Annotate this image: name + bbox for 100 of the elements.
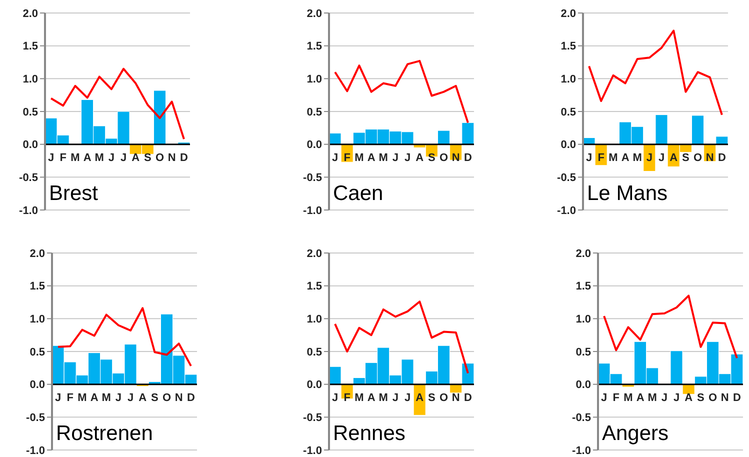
text: Angers [602,422,669,446]
y-tick-label: 1.0 [576,314,591,326]
x-tick-label: N [168,152,176,164]
x-tick-label: M [608,152,618,164]
y-tick-label: 0.0 [30,379,45,392]
x-tick-label: S [682,152,690,164]
x-tick-label: M [78,392,87,404]
y-tick-label: 1.5 [560,40,576,53]
x-tick-label: A [83,152,92,164]
y-tick-label: 0.0 [22,139,38,152]
y-tick-label: 2.0 [22,8,38,20]
x-tick-label: D [186,392,195,404]
x-tick-label: A [416,152,424,164]
x-tick-label: F [598,152,605,164]
y-tick-label: 1.0 [306,314,322,326]
y-tick-label: -1.0 [19,204,38,217]
y-tick-label: 0.5 [560,106,576,118]
y-tick-label: -1.0 [303,444,322,457]
y-tick-label: 1.5 [576,280,591,293]
x-tick-label: J [48,152,54,164]
text: Le Mans [587,182,668,206]
y-tick-label: 1.0 [22,74,38,86]
x-tick-label: M [354,152,364,164]
x-tick-label: M [378,152,388,164]
text: Rostrenen [56,422,153,446]
x-tick-label: J [658,152,665,164]
x-tick-label: J [586,152,592,164]
x-tick-label: J [108,152,115,164]
x-tick-label: F [60,152,67,164]
y-tick-label: -0.5 [303,172,322,184]
x-tick-label: J [392,152,399,164]
x-tick-label: S [697,392,704,404]
x-tick-label: M [624,392,633,404]
x-tick-label: F [612,392,620,404]
x-tick-label: D [718,152,726,164]
x-tick-label: A [138,392,147,404]
x-tick-label: N [452,392,460,404]
x-tick-label: A [621,152,630,164]
x-tick-label: O [440,392,449,404]
x-tick-label: M [632,152,642,164]
x-tick-label: J [332,392,338,404]
x-tick-label: M [70,152,80,164]
x-tick-label: F [66,392,74,404]
x-tick-label: J [54,392,62,404]
x-tick-label: N [706,152,714,164]
x-tick-label: M [354,392,364,404]
x-tick-label: A [670,152,678,164]
y-tick-label: 2.0 [576,248,591,260]
y-tick-label: 2.0 [306,248,322,260]
x-tick-label: S [144,152,152,164]
y-tick-label: -1.0 [26,444,45,457]
y-tick-label: -0.5 [303,412,322,424]
text: Caen [333,182,384,206]
y-tick-label: 0.5 [576,346,591,358]
x-tick-label: A [132,152,140,164]
x-tick-label: A [367,152,376,164]
y-tick-label: 0.5 [22,106,38,118]
x-tick-label: D [464,152,472,164]
y-tick-label: 1.5 [22,40,38,53]
x-tick-label: O [440,152,449,164]
y-tick-label: -0.5 [19,172,38,184]
y-tick-label: 1.0 [30,314,45,326]
y-tick-label: 0.0 [576,379,591,392]
x-tick-label: A [636,392,644,404]
y-tick-label: -1.0 [303,204,322,217]
y-tick-label: 1.5 [306,280,322,293]
y-tick-label: 1.0 [306,74,322,86]
x-tick-label: S [151,392,158,404]
text: Rennes [333,422,406,446]
x-tick-label: M [378,392,388,404]
y-tick-label: 2.0 [560,8,576,20]
y-tick-label: -0.5 [557,172,576,184]
y-tick-label: 0.0 [306,379,322,392]
x-tick-label: D [180,152,188,164]
x-tick-label: J [673,392,680,404]
y-tick-label: 0.5 [306,346,322,358]
x-tick-label: J [127,392,134,404]
x-tick-label: M [648,392,657,404]
x-tick-label: J [661,392,668,404]
x-tick-label: O [694,152,703,164]
x-tick-label: J [392,392,399,404]
x-tick-label: D [732,392,741,404]
x-tick-label: D [464,392,472,404]
x-tick-label: A [684,392,693,404]
y-tick-label: -0.5 [26,412,45,424]
y-tick-label: 1.0 [560,74,576,86]
y-tick-label: 1.5 [30,280,45,293]
y-tick-label: -1.0 [572,444,591,457]
y-tick-label: -1.0 [557,204,576,217]
x-tick-label: J [600,392,608,404]
x-tick-label: A [90,392,98,404]
x-tick-label: O [156,152,165,164]
text: Brest [49,182,98,206]
x-tick-label: J [404,392,411,404]
y-tick-label: 2.0 [306,8,322,20]
x-tick-label: J [646,152,653,164]
y-tick-label: -0.5 [572,412,591,424]
y-tick-label: 0.5 [30,346,45,358]
x-tick-label: S [428,392,436,404]
y-tick-label: 0.0 [306,139,322,152]
